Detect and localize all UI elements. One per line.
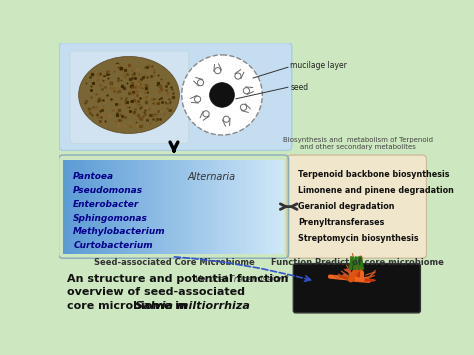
Bar <box>140 160 145 253</box>
Bar <box>74 160 78 253</box>
Bar <box>100 160 104 253</box>
Text: Seed-associated Core Microbiome: Seed-associated Core Microbiome <box>93 258 255 267</box>
Text: Streptomycin biosynthesis: Streptomycin biosynthesis <box>298 234 419 243</box>
Bar <box>262 160 266 253</box>
Text: overview of seed-associated: overview of seed-associated <box>67 288 245 297</box>
Text: Pseudomonas: Pseudomonas <box>73 186 143 195</box>
Bar <box>188 160 192 253</box>
Bar <box>152 160 155 253</box>
Bar <box>232 160 237 253</box>
Bar <box>63 160 67 253</box>
Bar <box>218 160 222 253</box>
Bar <box>137 160 141 253</box>
Bar <box>244 160 247 253</box>
Bar <box>67 160 71 253</box>
Text: Biosynthesis and  metabolism of Terpenoid
and other secondary metabolites: Biosynthesis and metabolism of Terpenoid… <box>283 137 433 151</box>
Bar <box>85 160 89 253</box>
Bar <box>129 160 134 253</box>
Bar <box>107 160 111 253</box>
Bar <box>207 160 211 253</box>
Bar <box>196 160 200 253</box>
Text: mucilage layer: mucilage layer <box>290 61 347 70</box>
Bar <box>148 160 152 253</box>
Bar <box>225 160 229 253</box>
Bar <box>92 160 97 253</box>
Bar <box>163 160 166 253</box>
Bar <box>170 160 174 253</box>
Bar <box>181 160 185 253</box>
Bar <box>210 160 214 253</box>
Bar <box>184 160 189 253</box>
Bar <box>192 160 196 253</box>
Bar <box>111 160 115 253</box>
Text: core microbiome in: core microbiome in <box>67 301 191 311</box>
Circle shape <box>182 55 262 135</box>
Bar <box>273 160 277 253</box>
Bar <box>255 160 259 253</box>
Text: Pantoea: Pantoea <box>73 172 114 181</box>
Bar <box>200 160 203 253</box>
Text: Vertical Transmission?: Vertical Transmission? <box>195 275 288 284</box>
Bar <box>166 160 170 253</box>
FancyBboxPatch shape <box>293 264 420 313</box>
Bar <box>159 160 163 253</box>
Bar <box>115 160 118 253</box>
Bar <box>247 160 251 253</box>
Text: Prenyltransferases: Prenyltransferases <box>298 218 384 227</box>
Text: Function Predict of core microbiome: Function Predict of core microbiome <box>271 258 444 267</box>
Text: Geraniol degradation: Geraniol degradation <box>298 202 394 211</box>
Bar <box>221 160 226 253</box>
FancyBboxPatch shape <box>70 51 189 143</box>
Text: An structure and potential function: An structure and potential function <box>67 274 289 284</box>
Bar <box>265 160 270 253</box>
Bar <box>126 160 130 253</box>
Bar <box>258 160 262 253</box>
Circle shape <box>210 83 235 107</box>
FancyBboxPatch shape <box>287 155 427 258</box>
Bar <box>133 160 137 253</box>
Bar <box>280 160 284 253</box>
Bar <box>118 160 122 253</box>
Bar <box>82 160 86 253</box>
Text: Curtobacterium: Curtobacterium <box>73 241 153 250</box>
Bar <box>104 160 108 253</box>
Bar <box>229 160 233 253</box>
Bar <box>277 160 281 253</box>
Text: Alternaria: Alternaria <box>187 172 235 182</box>
Text: Limonene and pinene degradation: Limonene and pinene degradation <box>298 186 454 195</box>
Bar <box>63 160 284 253</box>
Bar <box>177 160 182 253</box>
Bar <box>251 160 255 253</box>
Bar <box>96 160 100 253</box>
Bar <box>240 160 244 253</box>
Bar <box>236 160 240 253</box>
Bar <box>144 160 148 253</box>
Text: Sphingomonas: Sphingomonas <box>73 214 148 223</box>
Bar <box>78 160 82 253</box>
Ellipse shape <box>79 56 179 133</box>
Bar <box>155 160 159 253</box>
Text: Terpenoid backbone biosynthesis: Terpenoid backbone biosynthesis <box>298 170 449 179</box>
FancyBboxPatch shape <box>59 43 292 151</box>
Text: Salvia miltiorrhiza: Salvia miltiorrhiza <box>135 301 250 311</box>
Bar <box>269 160 273 253</box>
Bar <box>122 160 126 253</box>
Text: Enterobacter: Enterobacter <box>73 200 139 209</box>
Bar <box>203 160 207 253</box>
Bar <box>89 160 93 253</box>
Bar <box>214 160 218 253</box>
Text: seed: seed <box>290 83 308 92</box>
Bar <box>71 160 74 253</box>
Text: Methylobacterium: Methylobacterium <box>73 228 166 236</box>
Bar <box>173 160 178 253</box>
